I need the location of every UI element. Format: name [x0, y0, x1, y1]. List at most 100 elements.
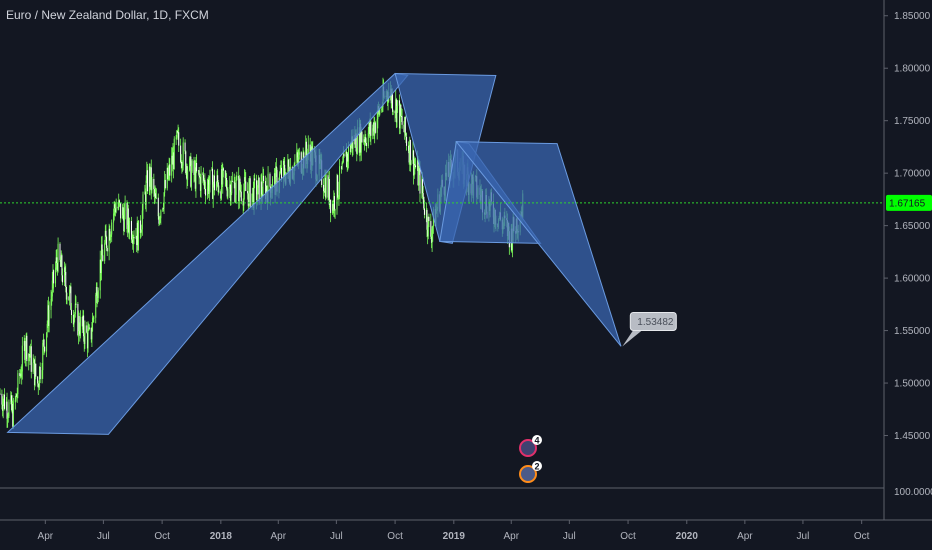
- candle-body: [512, 240, 514, 251]
- candle-body: [240, 190, 242, 192]
- candle-body: [97, 290, 99, 298]
- candle-body: [84, 325, 86, 344]
- candle-body: [70, 286, 72, 310]
- candle-body: [243, 191, 245, 206]
- candle-body: [198, 170, 200, 172]
- candle-body: [417, 159, 419, 186]
- candle-body: [167, 167, 169, 179]
- candle-body: [108, 228, 110, 252]
- candle-body: [360, 131, 362, 153]
- candle-body: [117, 206, 119, 209]
- time-axis-label: Apr: [38, 531, 54, 542]
- candle-body: [339, 166, 341, 191]
- candle-body: [47, 305, 49, 325]
- candle-body: [328, 178, 330, 198]
- candle-body: [198, 170, 200, 177]
- target-callout-pointer: [622, 328, 645, 347]
- candle-body: [181, 162, 183, 168]
- pattern-leg: [394, 72, 497, 244]
- candle-body: [359, 123, 361, 153]
- candle-body: [46, 332, 48, 352]
- candle-body: [222, 168, 224, 185]
- candle-body: [217, 182, 219, 193]
- candle-body: [24, 341, 26, 360]
- time-axis-label: 2020: [676, 531, 699, 542]
- candle-body: [113, 213, 115, 223]
- candle-body: [233, 181, 235, 183]
- candle-body: [60, 255, 62, 267]
- candle-body: [235, 194, 237, 202]
- candle-body: [282, 160, 284, 180]
- candle-body: [95, 294, 97, 318]
- candle-body: [346, 151, 348, 168]
- time-axis-label: Oct: [154, 531, 170, 542]
- news-marker-circle[interactable]: [519, 439, 537, 457]
- candle-body: [64, 267, 66, 272]
- candle-body: [123, 215, 125, 232]
- economic-marker-circle[interactable]: [519, 465, 537, 483]
- candle-body: [275, 166, 277, 195]
- candle-body: [92, 317, 94, 319]
- candle-body: [240, 191, 242, 201]
- candle-body: [86, 332, 88, 349]
- candle-body: [148, 166, 150, 192]
- candle-body: [428, 216, 430, 222]
- candle-body: [168, 171, 170, 179]
- candle-body: [75, 303, 77, 305]
- candle-body: [249, 178, 251, 185]
- candle-body: [218, 191, 220, 193]
- time-axis-label: Oct: [620, 531, 636, 542]
- candle-body: [164, 179, 166, 189]
- target-price-callout[interactable]: 1.53482: [622, 312, 677, 347]
- candle-body: [337, 175, 339, 198]
- candle-body: [177, 132, 179, 134]
- candle-body: [129, 221, 131, 234]
- candle-body: [409, 139, 411, 163]
- candle-body: [413, 163, 415, 176]
- candle-body: [43, 339, 45, 347]
- candle-body: [101, 244, 103, 256]
- candle-body: [21, 371, 23, 377]
- target-callout-box[interactable]: [629, 312, 677, 332]
- economic-marker-count: 2: [534, 462, 539, 472]
- candle-body: [340, 166, 342, 170]
- candle-body: [200, 173, 202, 191]
- candle-body: [368, 122, 370, 133]
- candle-body: [412, 150, 414, 161]
- candle-body: [29, 355, 31, 358]
- candle-body: [381, 109, 383, 111]
- events-economic-marker[interactable]: 2: [519, 461, 542, 483]
- candle-body: [213, 175, 215, 191]
- candle-body: [99, 259, 101, 291]
- candle-body: [213, 175, 215, 185]
- candle-body: [275, 166, 277, 170]
- candle-body: [203, 179, 205, 182]
- chart-title: Euro / New Zealand Dollar, 1D, FXCM: [6, 8, 209, 22]
- candle-body: [3, 394, 5, 402]
- candle-body: [131, 239, 133, 241]
- candle-body: [369, 121, 371, 135]
- candle-body: [194, 167, 196, 189]
- price-axis-label: 1.55000: [894, 326, 931, 337]
- candle-body: [252, 187, 254, 194]
- events-news-marker[interactable]: 4: [519, 435, 542, 457]
- harmonic-pattern-drawing[interactable]: [6, 72, 622, 435]
- candle-body: [72, 315, 74, 325]
- candle-body: [399, 100, 401, 129]
- candle-body: [209, 170, 211, 185]
- candle-body: [236, 175, 238, 181]
- candle-body: [88, 327, 90, 331]
- candle-body: [422, 179, 424, 194]
- candle-body: [60, 259, 62, 267]
- candle-body: [426, 210, 428, 230]
- candle-body: [356, 127, 358, 154]
- candle-body: [334, 209, 336, 211]
- candle-body: [430, 221, 432, 237]
- candle-body: [109, 228, 111, 241]
- candle-body: [97, 297, 99, 303]
- candle-body: [7, 416, 9, 418]
- candle-body: [91, 331, 93, 340]
- candle-body: [392, 111, 394, 113]
- candle-body: [17, 373, 19, 395]
